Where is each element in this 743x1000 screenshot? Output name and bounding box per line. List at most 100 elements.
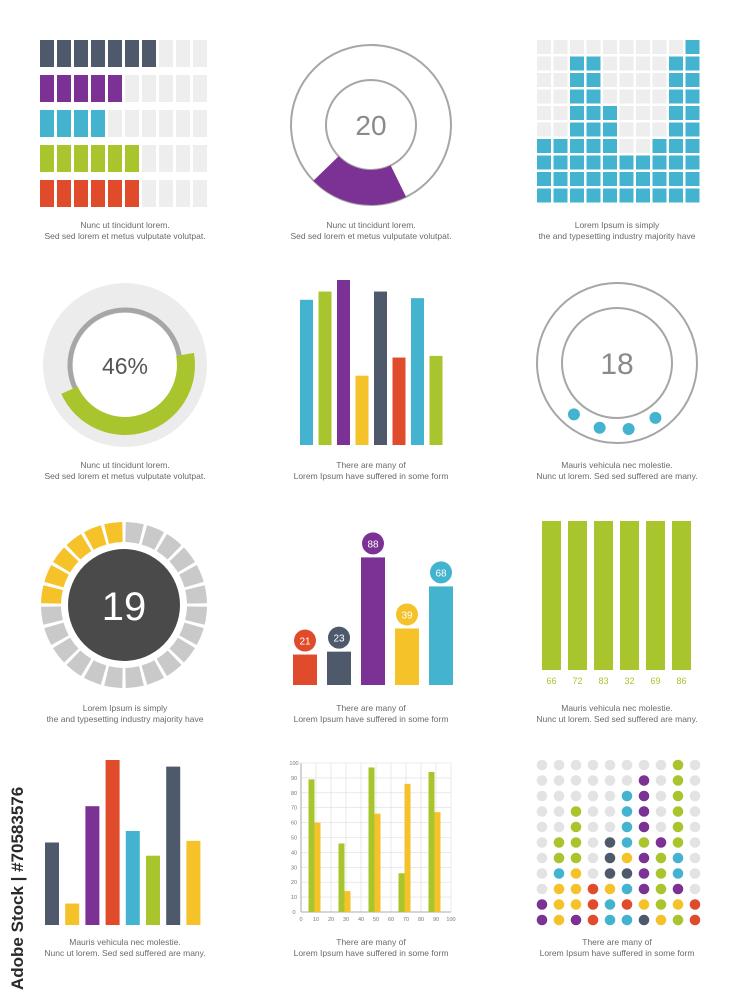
caption-4: Nunc ut tincidunt lorem. Sed sed lorem e… [10,460,240,482]
empty-segment [185,585,207,604]
filled-square [652,155,667,170]
filled-dot [621,790,633,802]
empty-square [619,139,634,153]
filled-square [603,172,617,186]
filled-square [603,139,617,153]
filled-square [537,188,551,203]
x-tick-label: 70 [403,917,409,923]
empty-square [553,73,568,87]
empty-dot [621,775,633,786]
empty-segment [169,637,195,663]
filled-square [685,106,700,120]
bar [308,779,315,912]
filled-dot [672,806,684,817]
caption-line-2: Nunc ut lorem. Sed sed suffered are many… [536,471,698,481]
y-tick-label: 70 [291,806,297,812]
caption-line-1: There are many of [336,703,406,713]
filled-dot [570,837,582,848]
empty-square [570,40,584,54]
ring-gauge-20-panel: 20 Nunc ut tincidunt lorem. Sed sed lore… [256,20,486,260]
filled-tile [40,40,54,67]
empty-tile [142,75,156,102]
empty-square [537,89,551,104]
filled-square [586,56,601,71]
filled-dot [638,883,650,895]
empty-tile [125,110,139,137]
x-tick-label: 20 [328,917,334,923]
empty-square [652,56,667,71]
center-value: 19 [102,585,147,629]
empty-dot [689,759,701,771]
filled-dot [638,775,650,786]
filled-dot [570,899,582,910]
value-bubble [396,603,418,626]
filled-dot [621,806,633,817]
empty-dot [536,790,548,802]
segment-gauge-19-chart: 19 [41,522,207,688]
empty-tile [159,145,173,172]
column [594,521,613,670]
empty-square [636,73,650,87]
filled-square [685,139,700,153]
empty-square [619,106,634,120]
caption-line-2: Sed sed lorem et metus vulputate volutpa… [44,471,206,481]
empty-dot [536,821,548,833]
filled-square [586,155,601,170]
empty-square [603,73,617,87]
filled-square [570,89,584,104]
y-tick-label: 20 [291,880,297,886]
green-columns-chart: 66 72 83 32 69 86 [542,521,691,686]
filled-tile [108,40,122,67]
caption-6: Mauris vehicula nec molestie. Nunc ut lo… [502,460,732,482]
filled-square [570,56,584,71]
empty-dot [689,775,701,786]
caption-line-1: Nunc ut tincidunt lorem. [80,460,170,470]
filled-square [685,188,700,203]
value-label: 23 [333,634,345,645]
filled-dot [655,868,667,879]
empty-segment [179,565,204,588]
empty-dot [689,837,701,848]
filled-tile [91,145,105,172]
percent-gauge-chart: 46% [43,283,207,447]
filled-dot [689,899,701,910]
caption-line-1: Nunc ut tincidunt lorem. [326,220,416,230]
filled-tile [74,110,88,137]
empty-dot [655,821,667,833]
empty-segment [185,606,207,625]
center-value: 46% [102,353,148,379]
filled-square [570,155,584,170]
value-arc [61,352,196,435]
empty-tile [159,110,173,137]
filled-dot [672,837,684,848]
caption-line-2: Nunc ut lorem. Sed sed suffered are many… [536,714,698,724]
value-arc [313,156,407,205]
filled-segment [66,534,92,560]
empty-tile [176,75,190,102]
empty-dot [587,775,599,786]
bar [314,822,321,912]
filled-square [586,172,601,186]
empty-dot [536,806,548,817]
caption-line-1: Mauris vehicula nec molestie. [561,703,673,713]
empty-segment [66,650,92,676]
filled-dot [570,914,582,926]
caption-line-2: Nunc ut lorem. Sed sed suffered are many… [44,948,206,958]
filled-tile [57,75,71,102]
empty-tile [176,145,190,172]
empty-segment [141,525,164,550]
filled-dot [553,852,565,864]
bar [429,355,443,445]
empty-tile [193,180,207,207]
empty-segment [125,522,144,544]
filled-square [669,56,683,71]
empty-dot [638,759,650,771]
empty-dot [570,775,582,786]
filled-segment [44,565,69,588]
caption-line-2: the and typesetting industry majority ha… [538,231,696,241]
filled-dot [570,852,582,864]
filled-square [570,139,584,153]
filled-square [685,56,700,71]
column [568,521,587,670]
bar [429,586,453,685]
